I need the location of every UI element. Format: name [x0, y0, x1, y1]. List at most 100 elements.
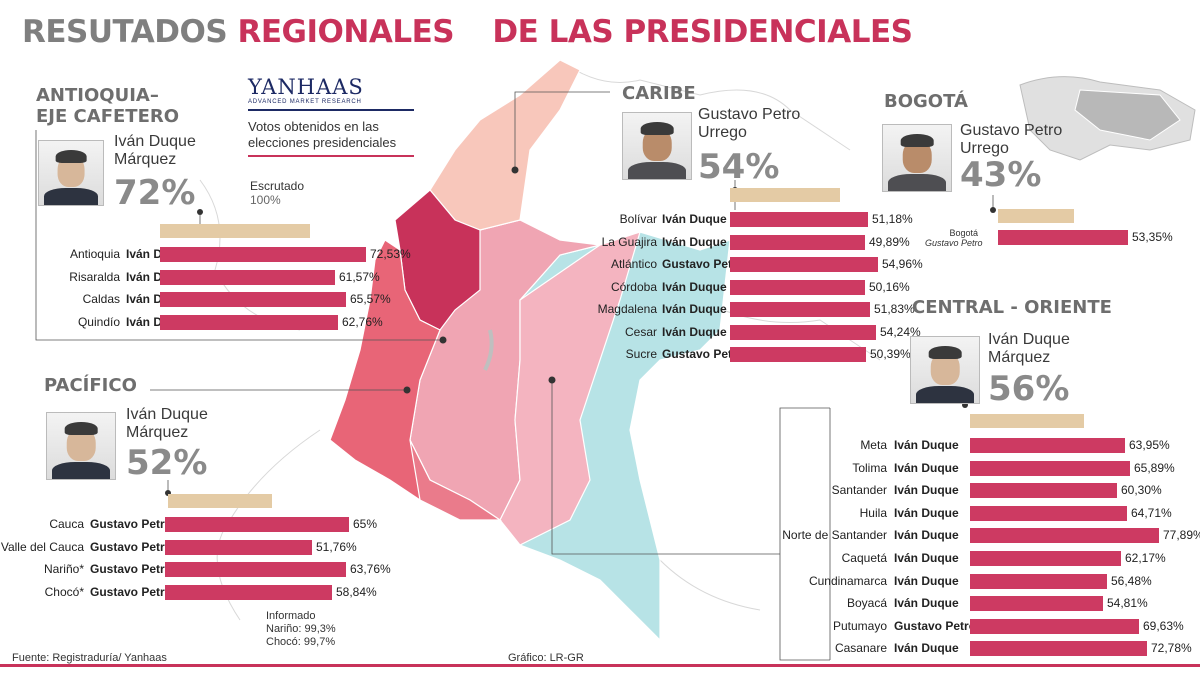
department-label: Nariño*	[43, 562, 84, 576]
department-label: Caldas	[82, 292, 120, 306]
photo-suit	[44, 188, 98, 205]
bar	[160, 247, 366, 262]
candidate-photo	[622, 112, 692, 180]
region-title: CARIBE	[622, 83, 696, 104]
title-part2: REGIONALES	[237, 14, 455, 50]
photo-hair	[640, 122, 674, 136]
bar	[970, 573, 1107, 589]
footer-source: Fuente: Registraduría/ Yanhaas	[12, 652, 167, 664]
candidate-photo	[38, 140, 104, 206]
region-title: CENTRAL - ORIENTE	[912, 297, 1112, 318]
bar	[165, 517, 349, 532]
bar-value-label: 54,81%	[1107, 596, 1148, 611]
bar	[970, 438, 1125, 453]
bar-value-label: 50,39%	[870, 347, 911, 361]
bar-value-label: 51,76%	[316, 539, 357, 554]
region-cauca	[409, 439, 502, 521]
bar	[165, 584, 332, 600]
candidate-photo	[910, 336, 980, 404]
region-title: EJE CAFETERO	[36, 106, 180, 127]
scrutiny-label: Escrutado	[250, 179, 305, 193]
bar-value-label: 62,17%	[1125, 551, 1166, 565]
photo-suit	[52, 461, 110, 479]
candidate-photo	[46, 412, 116, 480]
department-label: Magdalena	[597, 302, 657, 316]
bar-value-label: 77,89%	[1163, 528, 1200, 543]
department-label: Casanare	[834, 641, 887, 656]
bar	[970, 460, 1130, 476]
winner-label: Iván Duque	[894, 438, 959, 452]
candidate-name: Márquez	[114, 151, 177, 168]
leader-lines	[35, 91, 994, 661]
photo-suit	[628, 161, 686, 179]
leader-percentage: 52%	[126, 443, 208, 483]
river	[483, 329, 494, 371]
candidate-name: Gustavo Petro	[960, 122, 1063, 139]
bogota-sub-winner: Gustavo Petro	[925, 238, 983, 248]
candidate-name: Márquez	[126, 424, 189, 441]
bar-value-label: 64,71%	[1131, 505, 1172, 520]
photo-suit	[888, 173, 946, 191]
pacifico-note-label: Informado	[266, 610, 316, 622]
bar-value-label: 54,24%	[880, 324, 921, 339]
beige-header-bar	[160, 224, 310, 238]
leader-percentage: 56%	[988, 369, 1070, 409]
bar-value-label: 53,35%	[1132, 230, 1173, 244]
pacifico-note-choco: Chocó: 99,7%	[266, 636, 336, 648]
bar	[970, 618, 1139, 634]
candidate-name: Márquez	[988, 349, 1051, 366]
winner-label: Iván Duque	[894, 596, 959, 611]
winner-label: Gustavo Petro	[90, 517, 173, 531]
department-label: Santander	[831, 483, 887, 498]
page-title: RESUTADOS REGIONALES DE LAS PRESIDENCIAL…	[22, 14, 913, 50]
winner-label: Gustavo Petro	[90, 539, 173, 554]
department-label: Putumayo	[832, 618, 887, 633]
candidate-name: Urrego	[960, 140, 1009, 157]
department-label: Sucre	[625, 347, 657, 361]
winner-label: Gustavo Petro	[894, 618, 977, 633]
department-label: Tolima	[852, 460, 887, 475]
department-label: Norte de Santander	[782, 528, 887, 543]
bar	[730, 347, 866, 362]
winner-label: Iván Duque	[662, 234, 727, 249]
leader-percentage: 54%	[698, 147, 780, 187]
winner-label: Iván Duque	[894, 505, 959, 520]
bar-value-label: 65,89%	[1134, 460, 1175, 475]
logo-brand: YANHAAS	[248, 75, 364, 99]
bar-value-label: 69,63%	[1143, 618, 1184, 633]
bar	[730, 302, 870, 317]
yanhaas-logo: YANHAAS ADVANCED MARKET RESEARCH Votos o…	[248, 76, 418, 157]
bar-value-label: 72,53%	[370, 247, 411, 261]
photo-hair	[55, 149, 87, 163]
bar-value-label: 65%	[353, 517, 378, 531]
bar-value-label: 50,16%	[869, 279, 910, 294]
winner-label: Iván Duque	[662, 302, 727, 316]
title-part3: DE LAS PRESIDENCIALES	[492, 14, 913, 50]
bar	[970, 641, 1147, 657]
candidate-name: Iván Duque	[126, 406, 208, 423]
bar	[730, 212, 868, 227]
winner-label: Iván Duque	[894, 641, 959, 656]
bar	[165, 562, 346, 577]
candidate-name: Iván Duque	[988, 331, 1070, 348]
bar	[160, 314, 338, 330]
winner-label: Iván Duque	[662, 212, 727, 226]
winner-label: Gustavo Petro	[90, 562, 173, 576]
photo-hair	[928, 346, 962, 360]
beige-header-bar	[168, 494, 272, 508]
bar	[730, 257, 878, 272]
pacifico-note-narino: Nariño: 99,3%	[266, 623, 336, 635]
bar	[970, 596, 1103, 612]
logo-rule-accent	[248, 155, 414, 157]
winner-label: Iván Duque	[894, 528, 959, 543]
winner-label: Iván Duque	[894, 483, 959, 498]
department-label: Meta	[860, 438, 887, 452]
logo-rule	[248, 109, 414, 111]
department-label: Bolívar	[619, 212, 657, 226]
bar	[970, 505, 1127, 521]
bar	[730, 279, 865, 295]
department-label: Valle del Cauca	[0, 539, 84, 554]
bar	[160, 269, 335, 285]
bar-value-label: 65,57%	[350, 292, 391, 306]
region-caribe	[429, 59, 581, 231]
